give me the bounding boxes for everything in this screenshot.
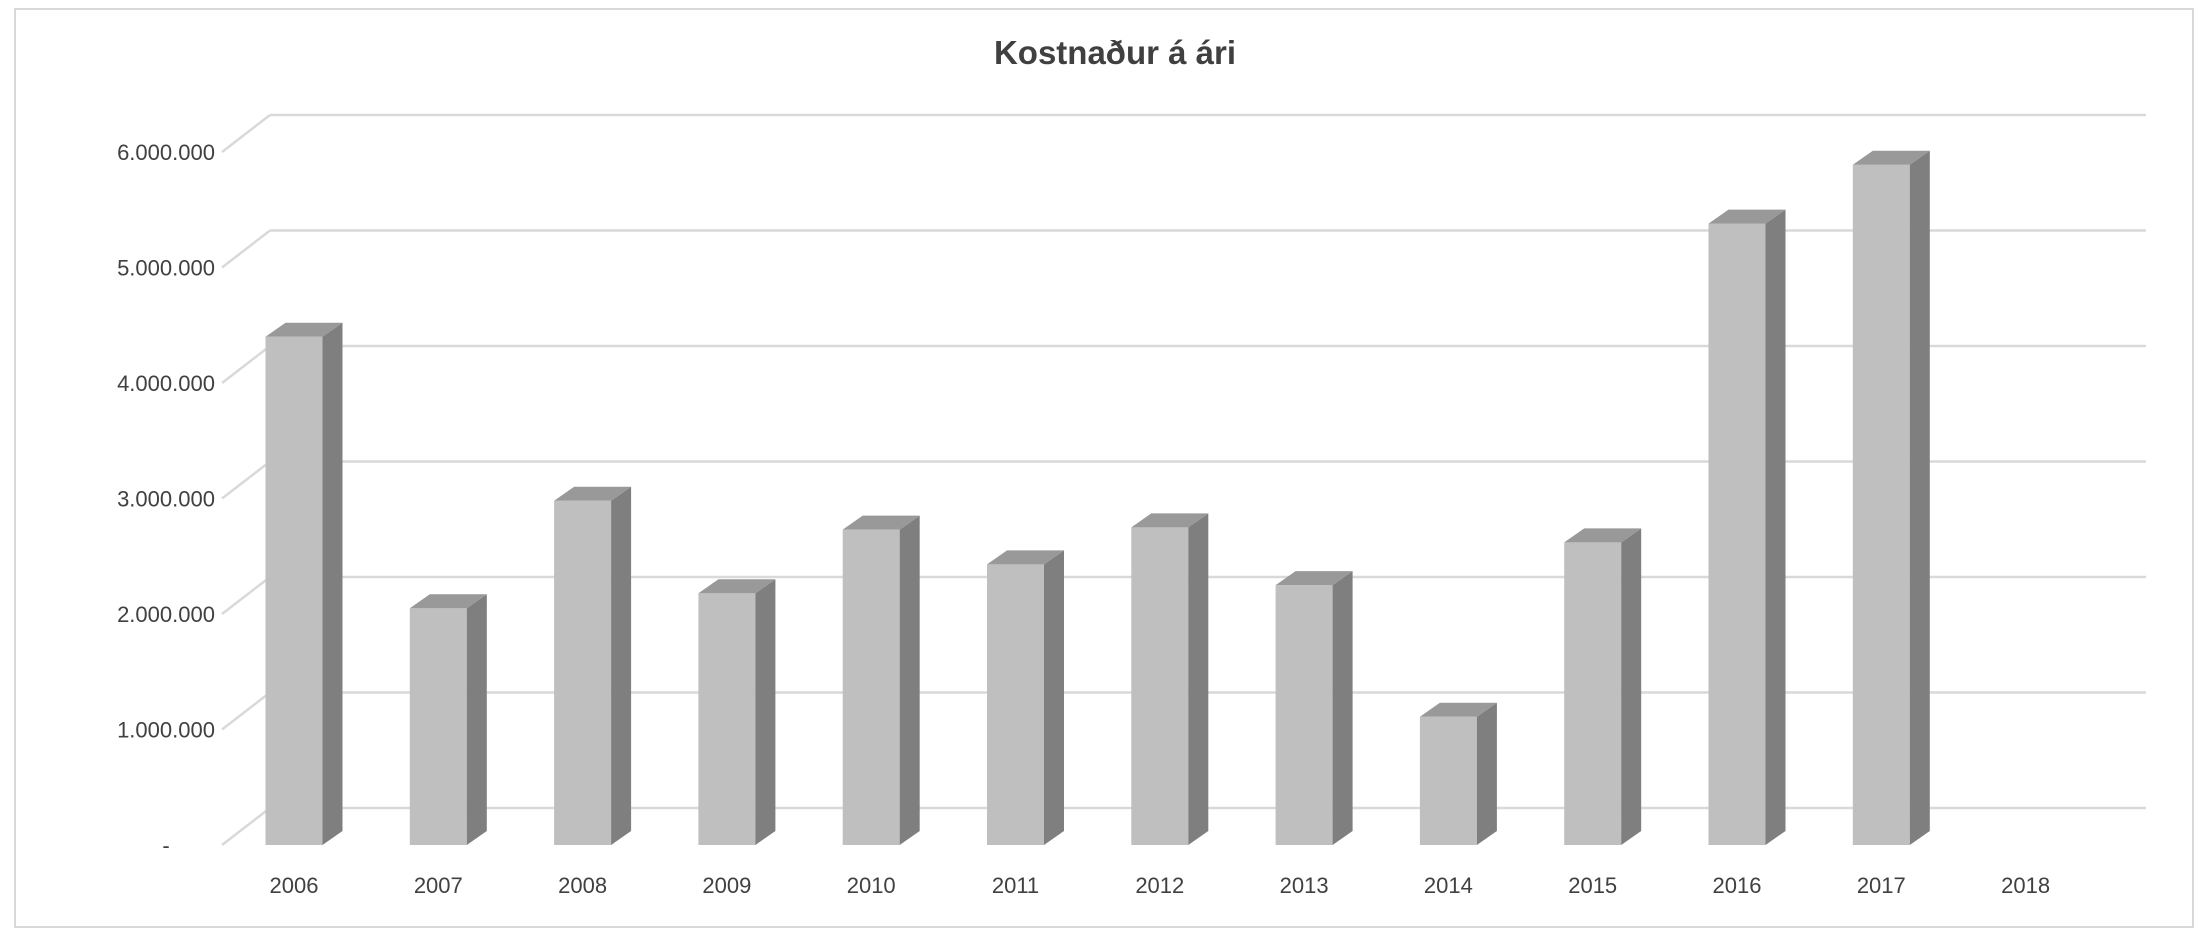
bar-2008 bbox=[554, 486, 632, 845]
gridline-depth-1 bbox=[221, 691, 271, 731]
bar-side-2014 bbox=[1476, 702, 1497, 845]
bar-side-2013 bbox=[1332, 571, 1353, 845]
gridline-depth-0 bbox=[221, 807, 271, 846]
bar-top-2006 bbox=[265, 322, 343, 337]
bar-front-2011 bbox=[987, 564, 1044, 845]
x-tick-label-2010: 2010 bbox=[847, 873, 896, 898]
x-tick-label-2007: 2007 bbox=[414, 873, 463, 898]
x-tick-label-2012: 2012 bbox=[1135, 873, 1184, 898]
gridline-depth-5 bbox=[221, 229, 271, 269]
y-tick-label-5: 5.000.000 bbox=[117, 256, 215, 281]
bars bbox=[265, 150, 1930, 846]
bar-top-2015 bbox=[1564, 528, 1642, 543]
bar-2012 bbox=[1131, 513, 1209, 845]
x-tick-label-2013: 2013 bbox=[1280, 873, 1329, 898]
x-tick-label-2011: 2011 bbox=[992, 873, 1039, 898]
bar-side-2009 bbox=[755, 579, 776, 845]
x-tick-label-2009: 2009 bbox=[702, 873, 751, 898]
y-tick-label-6: 6.000.000 bbox=[117, 140, 215, 165]
bar-front-2016 bbox=[1708, 223, 1766, 846]
bar-2006 bbox=[265, 322, 343, 845]
bar-2013 bbox=[1275, 571, 1353, 845]
chart-title: Kostnaður á ári bbox=[994, 34, 1236, 71]
x-tick-label-2017: 2017 bbox=[1857, 873, 1906, 898]
bar-side-2011 bbox=[1044, 550, 1064, 845]
bar-2016 bbox=[1708, 209, 1786, 846]
bar-2010 bbox=[842, 515, 920, 845]
gridline-depth-2 bbox=[221, 576, 271, 615]
bar-2011 bbox=[987, 550, 1064, 845]
bar-front-2015 bbox=[1564, 542, 1622, 845]
x-tick-label-2008: 2008 bbox=[558, 873, 607, 898]
x-tick-label-2015: 2015 bbox=[1568, 873, 1617, 898]
bar-front-2006 bbox=[265, 336, 323, 845]
chart-frame bbox=[14, 8, 2194, 928]
bar-top-2011 bbox=[987, 550, 1064, 565]
bar-front-2008 bbox=[554, 500, 612, 845]
x-tick-label-2006: 2006 bbox=[270, 873, 319, 898]
bar-2007 bbox=[409, 594, 487, 845]
x-tick-label-2014: 2014 bbox=[1424, 873, 1473, 898]
bar-side-2010 bbox=[899, 515, 920, 845]
bar-top-2014 bbox=[1419, 702, 1497, 717]
bar-2009 bbox=[698, 579, 776, 845]
bar-2015 bbox=[1564, 528, 1642, 845]
bar-front-2013 bbox=[1275, 585, 1333, 845]
bar-front-2017 bbox=[1852, 164, 1910, 845]
bar-side-2012 bbox=[1188, 513, 1209, 845]
gridline-depth-3 bbox=[221, 460, 271, 500]
bar-front-2010 bbox=[842, 529, 900, 845]
bar-top-2010 bbox=[842, 515, 920, 530]
bar-top-2009 bbox=[698, 579, 776, 594]
bar-top-2012 bbox=[1131, 513, 1209, 528]
y-tick-label-4: 4.000.000 bbox=[117, 371, 215, 396]
bar-2017 bbox=[1852, 150, 1930, 845]
bar-top-2007 bbox=[409, 594, 487, 609]
bar-side-2007 bbox=[466, 594, 487, 845]
bar-side-2015 bbox=[1621, 528, 1642, 845]
bar-top-2013 bbox=[1275, 571, 1353, 586]
bar-front-2014 bbox=[1419, 716, 1477, 845]
bar-2014 bbox=[1419, 702, 1497, 845]
x-axis-ticks: 2006 2007 2008 2009 2010 2011 2012 2013 2014 2015… bbox=[270, 873, 2051, 898]
x-tick-label-2016: 2016 bbox=[1713, 873, 1762, 898]
bar-side-2008 bbox=[611, 486, 632, 845]
bar-side-2017 bbox=[1909, 150, 1930, 845]
gridline-depth-4 bbox=[221, 345, 271, 384]
bar-front-2009 bbox=[698, 593, 756, 845]
y-tick-label-3: 3.000.000 bbox=[117, 487, 215, 512]
bar-top-2008 bbox=[554, 486, 632, 501]
y-tick-label-0: - bbox=[162, 833, 169, 858]
bar-top-2017 bbox=[1852, 150, 1930, 165]
bar-front-2007 bbox=[409, 608, 467, 845]
bar-front-2012 bbox=[1131, 527, 1189, 845]
bar-side-2016 bbox=[1765, 209, 1786, 846]
gridline-depth-6 bbox=[221, 114, 271, 153]
y-axis-ticks: - 1.000.000 2.000.000 3.000.000 4.000.000 5.0… bbox=[117, 140, 215, 858]
x-tick-label-2018: 2018 bbox=[2001, 873, 2050, 898]
y-tick-label-1: 1.000.000 bbox=[117, 718, 215, 743]
bar-side-2006 bbox=[322, 322, 343, 845]
bar-top-2016 bbox=[1708, 209, 1786, 224]
y-tick-label-2: 2.000.000 bbox=[117, 602, 215, 627]
